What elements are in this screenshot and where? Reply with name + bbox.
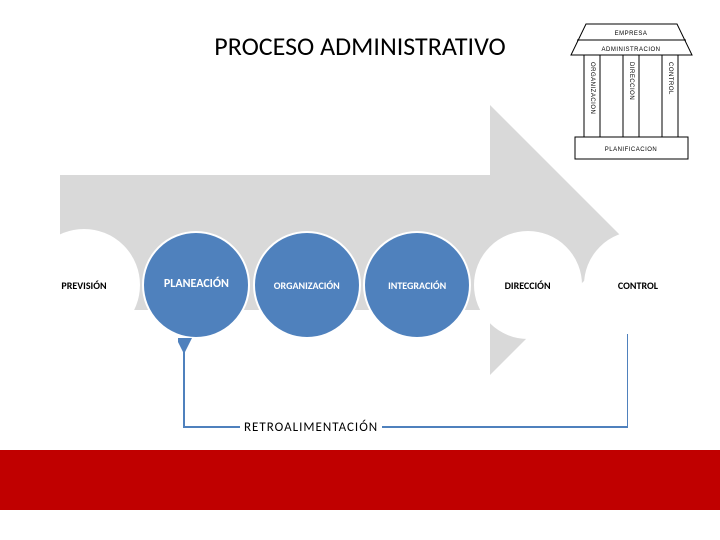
step-label: INTEGRACIÓN — [388, 280, 446, 291]
building-icon: EMPRESA ADMINISTRACION PLANIFICACION ORG… — [569, 18, 694, 163]
pillar-0-label: ORGANIZACION — [589, 62, 595, 114]
step-label: DIRECCIÓN — [505, 280, 551, 291]
step-label: CONTROL — [618, 280, 658, 291]
feedback-label: RETROALIMENTACIÓN — [240, 420, 382, 435]
pillar-1-label: DIRECCION — [628, 62, 634, 100]
step-label: PLANEACIÓN — [164, 278, 229, 291]
roof-top-label: EMPRESA — [615, 31, 648, 37]
step-direccion: DIRECCIÓN — [474, 231, 582, 339]
step-prevision: PREVISIÓN — [28, 229, 140, 341]
step-organizacion: ORGANIZACIÓN — [253, 231, 361, 339]
step-label: ORGANIZACIÓN — [274, 280, 340, 291]
step-planeacion: PLANEACIÓN — [142, 231, 250, 339]
step-control: CONTROL — [584, 231, 692, 339]
pillar-2-label: CONTROL — [667, 62, 673, 95]
footer-bar — [0, 450, 720, 510]
step-integracion: INTEGRACIÓN — [363, 231, 471, 339]
step-label: PREVISIÓN — [61, 280, 106, 291]
base-label: PLANIFICACION — [605, 147, 658, 153]
roof-bottom-label: ADMINISTRACION — [601, 47, 660, 53]
